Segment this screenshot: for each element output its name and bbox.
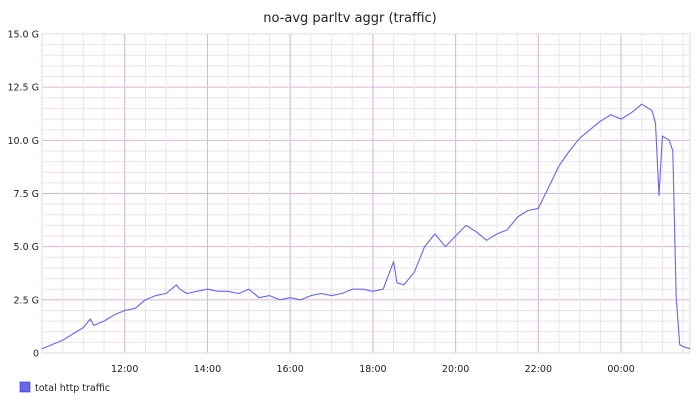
legend: total http traffic xyxy=(19,381,110,394)
x-tick-label: 00:00 xyxy=(607,364,634,375)
series-layer xyxy=(41,103,691,350)
x-tick-label: 18:00 xyxy=(359,364,386,375)
y-tick-label: 15.0 G xyxy=(7,30,39,41)
y-axis: 0 2.5 G 5.0 G 7.5 G 10.0 G 12.5 G 15.0 G xyxy=(7,30,39,360)
y-tick-label: 12.5 G xyxy=(7,83,39,94)
legend-label-total-http-traffic: total http traffic xyxy=(35,383,110,394)
x-tick-label: 12:00 xyxy=(111,364,138,375)
y-tick-label: 10.0 G xyxy=(7,136,39,147)
y-tick-label: 2.5 G xyxy=(14,295,40,306)
x-tick-label: 20:00 xyxy=(442,364,469,375)
chart-title: no-avg parltv aggr (traffic) xyxy=(263,11,436,26)
y-tick-label: 5.0 G xyxy=(14,242,40,253)
y-tick-label: 0 xyxy=(33,349,39,360)
series-line-total-http-traffic xyxy=(41,103,691,350)
x-tick-label: 14:00 xyxy=(194,364,221,375)
x-tick-label: 16:00 xyxy=(276,364,303,375)
legend-swatch xyxy=(19,381,31,393)
y-tick-label: 7.5 G xyxy=(14,189,40,200)
x-axis: 12:00 14:00 16:00 18:00 20:00 22:00 00:00 xyxy=(111,364,635,375)
x-tick-label: 22:00 xyxy=(525,364,552,375)
plot-border xyxy=(41,33,691,354)
grid xyxy=(41,33,691,354)
